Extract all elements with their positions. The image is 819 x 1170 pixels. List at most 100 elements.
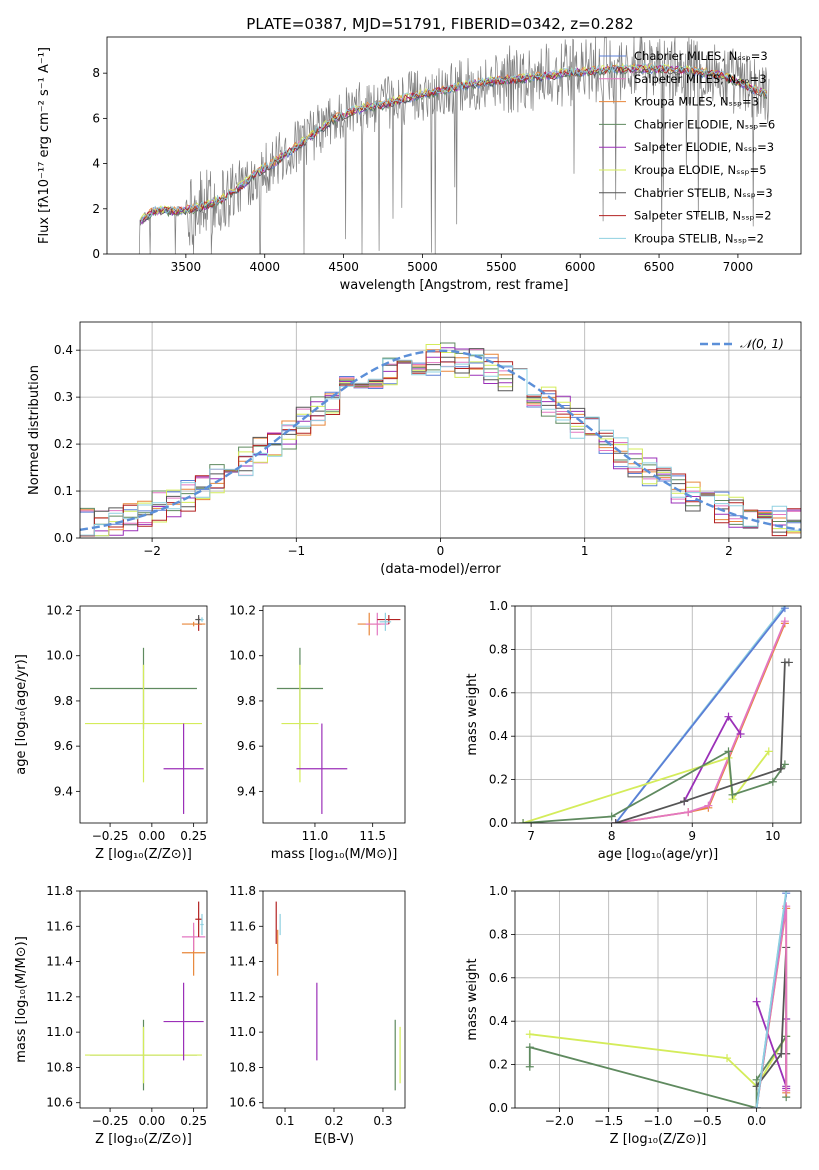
y-tick-label: 11.8 [46,884,73,898]
y-tick-label: 9.6 [54,739,73,753]
error-point [163,982,204,1061]
data-point-marker [525,1030,534,1039]
y-tick-label: 11.4 [229,955,256,969]
error-point [296,723,348,814]
y-axis-label: mass weight [465,673,480,755]
x-tick-label: −0.25 [92,1114,129,1128]
mass-weight-line [523,749,786,823]
x-axis-label: Z [log₁₀(Z/Z⊙)] [95,847,192,862]
x-tick-label: 0.25 [180,1114,207,1128]
axes-frame [514,605,802,824]
x-axis-label: mass [log₁₀(M/M⊙)] [271,847,398,862]
data-point-marker [784,658,793,667]
data-point-marker [776,764,785,773]
mass_vs_Z-plot-area [85,901,206,1091]
y-tick-label: 11.4 [46,955,73,969]
y-tick-label: 0.6 [489,971,508,985]
y-tick-label: 0.8 [489,927,508,941]
y-tick-label: 0.2 [54,437,73,451]
residuals-panel: −2 −1 0 1 2 0.0 0.1 0.2 0.3 0.4 (data-model)/error… [27,321,802,577]
y-tick-label: 0.4 [489,1014,508,1028]
y-tick-label: 11.0 [46,1025,73,1039]
legend-entry: Chabrier ELODIE, Nₛₛₚ=6 [634,117,775,131]
y-tick-label: 0.6 [489,686,508,700]
y-tick-label: 0.0 [54,531,73,545]
y-tick-label: 10.8 [46,1060,73,1074]
legend-entry: Salpeter ELODIE, Nₛₛₚ=3 [634,140,774,154]
data-point-marker [724,712,733,721]
error-point [181,621,206,627]
y-tick-label: 9.6 [237,739,256,753]
y-tick-label: 9.4 [54,784,73,798]
y-tick-label: 11.6 [46,919,73,933]
x-tick-label: 4500 [328,260,359,274]
data-point-marker [780,760,789,769]
y-axis-label: age [log₁₀(age/yr)] [14,654,29,775]
x-tick-label: 0.00 [138,1114,165,1128]
y-tick-label: 10.6 [46,1096,73,1110]
residual-histogram [80,348,801,537]
normal-curve [80,349,801,531]
data-point-marker [704,801,713,810]
legend-entry: Salpeter STELIB, Nₛₛₚ=2 [634,209,772,223]
x-tick-label: 5500 [486,260,517,274]
error-point [195,901,202,937]
y-tick-label: 0 [92,247,100,261]
data-point-marker [764,747,773,756]
mass_vs_EBV-panel: 0.1 0.2 0.3 10.6 10.8 11.0 11.2 11.4 11.6 11.8 E(B… [229,884,406,1147]
y-tick-label: 0.0 [489,816,508,830]
residuals-plot-area [80,342,801,537]
error-point [85,664,202,783]
x-tick-label: 9 [688,829,696,843]
data-point-marker [736,730,745,739]
x-tick-label: 0.00 [138,829,165,843]
y-tick-label: 0.4 [54,343,73,357]
axes-frame [262,890,406,1109]
x-axis-label: age [log₁₀(age/yr)] [598,847,719,862]
error-point [379,612,392,631]
x-tick-label: 5000 [407,260,438,274]
error-point [200,617,204,622]
age_vs_Z-panel: −0.25 0.00 0.25 9.4 9.6 9.8 10.0 10.2 Z [log₁₀(Z… [14,604,208,862]
spectrum-panel: 3500 4000 4500 5000 5500 6000 6500 7000 0 2 4 6 8 wav… [37,36,802,293]
data-point-marker [728,790,737,799]
data-point-marker [780,617,789,626]
x-axis-label: Z [log₁₀(Z/Z⊙)] [610,1132,707,1147]
mass_vs_EBV-plot-area [275,901,401,1091]
x-tick-label: −2.0 [545,1114,574,1128]
y-tick-label: 0.2 [489,773,508,787]
y-tick-label: 11.8 [229,884,256,898]
axes-frame [106,36,802,255]
data-point-marker [611,819,620,823]
y-tick-label: 11.2 [46,990,73,1004]
mass_weight_vs_age-plot-area [519,606,793,823]
age_vs_Z-plot-area [85,615,206,814]
data-point-marker [723,1054,732,1063]
x-axis-label: wavelength [Angstrom, rest frame] [340,278,569,293]
x-tick-label: 7000 [723,260,754,274]
y-axis-label: Flux [fλ10⁻¹⁷ erg cm⁻² s⁻¹ A⁻¹] [37,47,52,244]
data-point-marker [684,808,693,817]
age_vs_mass-panel: 11.0 11.5 9.4 9.6 9.8 10.0 10.2 mass [log₁₀(M/M… [229,604,406,862]
data-point-marker [752,1104,761,1108]
age_vs_mass-plot-area [276,612,401,814]
x-tick-label: −1 [287,544,305,558]
y-tick-label: 8 [92,66,100,80]
data-point-marker [680,797,689,806]
mass-weight-line [755,891,788,1108]
x-tick-label: 7 [527,829,535,843]
legend-entry: 𝒩(0, 1) [740,337,784,351]
x-tick-label: −1.5 [594,1114,623,1128]
y-tick-label: 10.0 [229,649,256,663]
data-point-marker [607,812,616,821]
x-tick-label: 6000 [565,260,596,274]
y-axis-label: Normed distribution [27,365,42,495]
y-tick-label: 11.2 [229,990,256,1004]
y-tick-label: 10.8 [229,1060,256,1074]
mass_weight_vs_age-panel: 7 8 9 10 0.0 0.2 0.4 0.6 0.8 1.0 age [log₁₀(age/yr… [465,599,802,862]
y-tick-label: 9.8 [237,694,256,708]
x-tick-label: 2 [725,544,733,558]
error-point [85,1026,202,1084]
legend-entry: Kroupa STELIB, Nₛₛₚ=2 [634,231,764,245]
x-tick-label: 0.25 [180,829,207,843]
